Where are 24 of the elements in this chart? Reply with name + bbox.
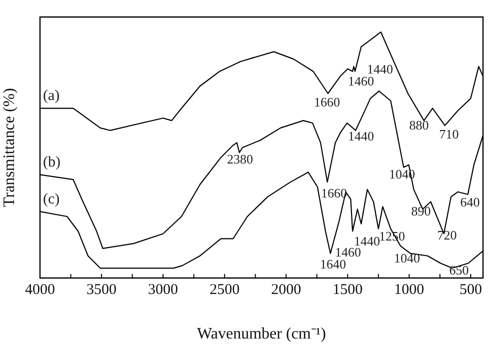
x-tick-label: 1500 — [332, 282, 363, 298]
annotation: 640 — [460, 194, 480, 210]
annotation: 1440 — [348, 128, 374, 144]
annotation: 890 — [411, 203, 431, 218]
annotation: 650 — [449, 262, 469, 278]
series-label: (a) — [43, 88, 60, 104]
y-axis-title: Transmittance (%) — [0, 88, 18, 207]
series-label: (b) — [43, 154, 60, 171]
x-tick-label: 500 — [459, 282, 482, 298]
x-tick-label: 3500 — [86, 282, 117, 298]
annotation: 2380 — [227, 151, 253, 166]
x-tick-label: 2000 — [271, 282, 302, 298]
annotation: 1660 — [314, 94, 340, 110]
x-tick-label: 4000 — [25, 282, 55, 298]
series-label: (c) — [43, 192, 60, 208]
annotation: 1040 — [394, 250, 420, 266]
x-tick-label: 3000 — [148, 282, 178, 298]
annotation: 880 — [409, 117, 429, 132]
annotation: 720 — [437, 227, 457, 242]
x-tick-label: 1000 — [394, 282, 424, 298]
x-axis-title: Wavenumber (cm⁻¹) — [197, 326, 326, 343]
annotation: 1660 — [321, 185, 347, 200]
annotation: 710 — [439, 126, 459, 142]
x-tick-label: 2500 — [210, 282, 240, 298]
